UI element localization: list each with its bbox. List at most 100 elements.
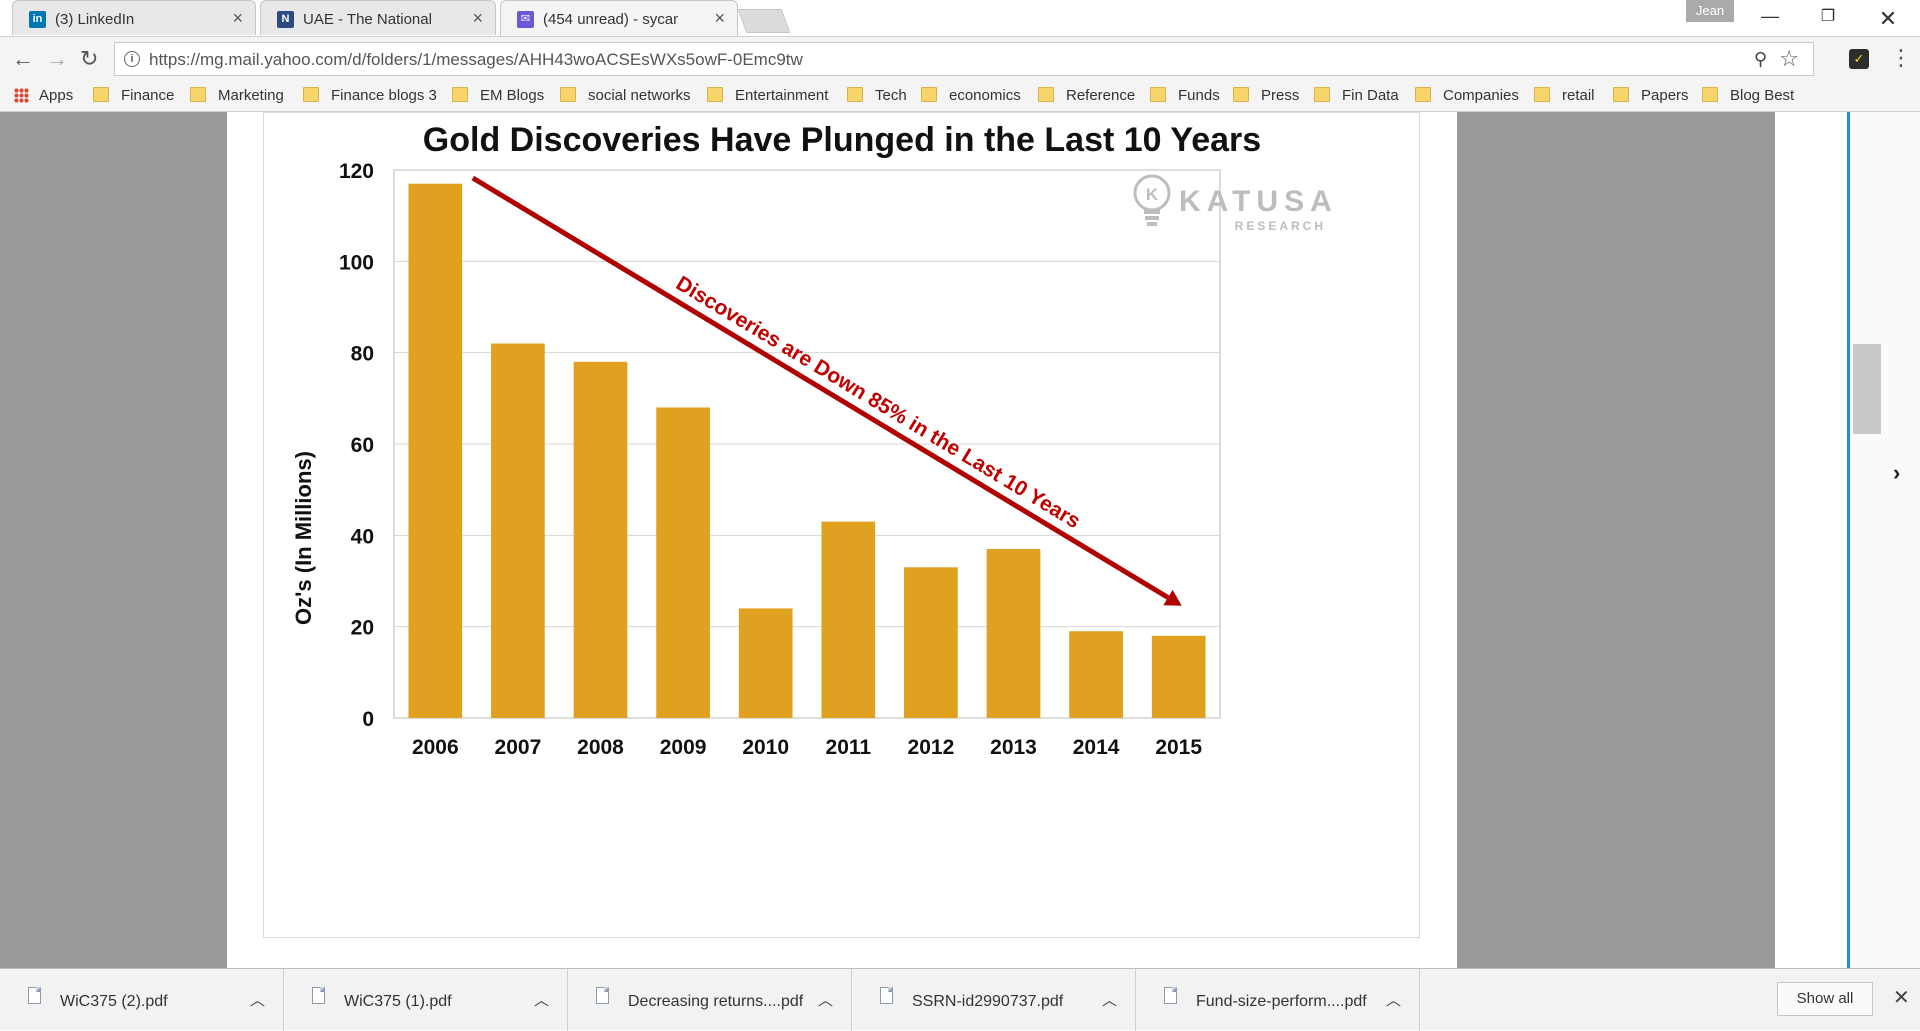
pdf-file-icon [1164,987,1177,1004]
forward-icon[interactable]: → [46,46,68,71]
folder-icon [560,87,576,102]
annotation-text: Discoveries are Down 85% in the Last 10 … [672,272,1084,533]
bookmark-folder-retail[interactable]: retail [1534,87,1595,104]
profile-button[interactable]: Jean [1686,0,1734,22]
bookmark-folder-entertainment[interactable]: Entertainment [707,87,828,104]
bookmark-star-icon[interactable]: ☆ [1779,46,1799,71]
bookmark-folder-finance[interactable]: Finance [93,87,174,104]
bar [1151,635,1206,718]
y-tick-label: 80 [351,343,374,366]
chevron-up-icon[interactable]: ︿ [1102,992,1118,1009]
download-item[interactable]: SSRN-id2990737.pdf ︿ [852,969,1136,1031]
new-tab-button[interactable] [737,9,791,33]
bookmark-folder-press[interactable]: Press [1233,87,1299,104]
y-tick-label: 20 [351,617,374,640]
x-tick-label: 2008 [577,736,624,759]
scrollbar[interactable]: ▲ [1850,112,1920,968]
chevron-up-icon[interactable]: ︿ [250,992,266,1009]
bookmark-folder-papers[interactable]: Papers [1613,87,1689,104]
chevron-up-icon[interactable]: ︿ [534,992,550,1009]
download-filename: WiC375 (1).pdf [344,993,452,1010]
x-tick-label: 2011 [826,736,872,759]
close-tab-icon[interactable]: × [232,8,243,28]
minimize-icon[interactable]: — [1761,6,1779,26]
bookmark-folder-tech[interactable]: Tech [847,87,907,104]
bookmark-label: economics [949,87,1021,104]
bar [738,608,793,718]
scrollbar-thumb[interactable] [1853,344,1881,434]
tab-strip: in (3) LinkedIn × N UAE - The National ×… [0,0,1920,36]
bookmark-folder-funds[interactable]: Funds [1150,87,1220,104]
download-item[interactable]: WiC375 (1).pdf ︿ [284,969,568,1031]
linkedin-icon: in [29,11,46,28]
bookmark-folder-fin-data[interactable]: Fin Data [1314,87,1399,104]
folder-icon [190,87,206,102]
tab-yahoo-mail[interactable]: ✉ (454 unread) - sycamore × [500,0,738,36]
browser-toolbar: ← → ↻ i https://mg.mail.yahoo.com/d/fold… [0,36,1920,81]
bar [904,567,958,718]
bookmark-label: Blog Best [1730,87,1795,104]
apps-grid-icon [14,88,29,103]
back-icon[interactable]: ← [12,46,34,71]
close-tab-icon[interactable]: × [714,8,725,28]
folder-icon [707,87,723,102]
y-tick-label: 120 [339,160,374,183]
folder-icon [1314,87,1330,102]
trend-arrow [471,175,1170,600]
x-tick-label: 2006 [412,736,459,759]
address-bar[interactable]: i https://mg.mail.yahoo.com/d/folders/1/… [114,42,1814,76]
close-tab-icon[interactable]: × [472,8,483,28]
bookmark-folder-economics[interactable]: economics [921,87,1021,104]
download-item[interactable]: Fund-size-perform....pdf ︿ [1136,969,1420,1031]
tab-linkedin[interactable]: in (3) LinkedIn × [12,0,256,35]
bar [1069,631,1123,718]
bookmark-apps[interactable]: Apps [14,87,73,104]
chevron-up-icon[interactable]: ︿ [818,992,834,1009]
bookmark-folder-blog-best[interactable]: Blog Best [1702,87,1794,104]
restore-icon[interactable]: ❐ [1820,8,1836,25]
pdf-file-icon [312,987,325,1004]
tab-the-national[interactable]: N UAE - The National × [260,0,496,35]
folder-icon [1702,87,1718,102]
url-text[interactable]: https://mg.mail.yahoo.com/d/folders/1/me… [149,50,803,69]
extension-icon[interactable]: ✓ [1849,49,1869,69]
folder-icon [1534,87,1550,102]
plot-area: 0 20 40 60 80 100 120 2006 2007 2008 2009 2010 2011 2… [339,160,1221,759]
folder-icon [1150,87,1166,102]
close-download-shelf-icon[interactable]: ✕ [1893,987,1910,1009]
zoom-icon[interactable]: ⚲ [1753,49,1767,69]
bookmark-label: Apps [39,87,74,104]
chevron-right-icon[interactable]: › [1893,460,1901,485]
yahoo-mail-icon: ✉ [517,11,534,28]
bookmark-label: Fin Data [1342,87,1399,104]
close-window-icon[interactable]: ✕ [1878,6,1898,31]
bookmark-label: Tech [875,87,907,104]
bookmark-folder-marketing[interactable]: Marketing [190,87,284,104]
tab-title: (454 unread) - sycamore [543,11,678,28]
folder-icon [1613,87,1629,102]
y-tick-label: 0 [362,708,374,731]
download-item[interactable]: WiC375 (2).pdf ︿ [0,969,284,1031]
download-filename: SSRN-id2990737.pdf [912,993,1064,1010]
bookmark-folder-finance-blogs-3[interactable]: Finance blogs 3 [303,87,437,104]
the-national-icon: N [277,11,294,28]
folder-icon [1233,87,1249,102]
bookmark-folder-social-networks[interactable]: social networks [560,87,691,104]
download-item[interactable]: Decreasing returns....pdf ︿ [568,969,852,1031]
bookmark-folder-companies[interactable]: Companies [1415,87,1519,104]
bookmark-folder-em-blogs[interactable]: EM Blogs [452,87,544,104]
panel-divider [1847,112,1850,968]
bookmark-folder-reference[interactable]: Reference [1038,87,1135,104]
menu-icon[interactable]: ⋮ [1890,45,1912,70]
x-tick-label: 2013 [990,736,1037,759]
bar [573,361,628,718]
bookmark-label: Marketing [218,87,284,104]
site-info-icon[interactable]: i [124,51,140,67]
bookmark-label: EM Blogs [480,87,545,104]
page-content: Gold Discoveries Have Plunged in the Las… [0,112,1920,968]
bookmarks-bar: Apps Finance Marketing Finance blogs 3 E… [0,80,1920,112]
reload-icon[interactable]: ↻ [80,46,99,71]
show-all-downloads-button[interactable]: Show all [1777,982,1873,1016]
y-tick-label: 100 [339,251,374,274]
chevron-up-icon[interactable]: ︿ [1386,992,1402,1009]
